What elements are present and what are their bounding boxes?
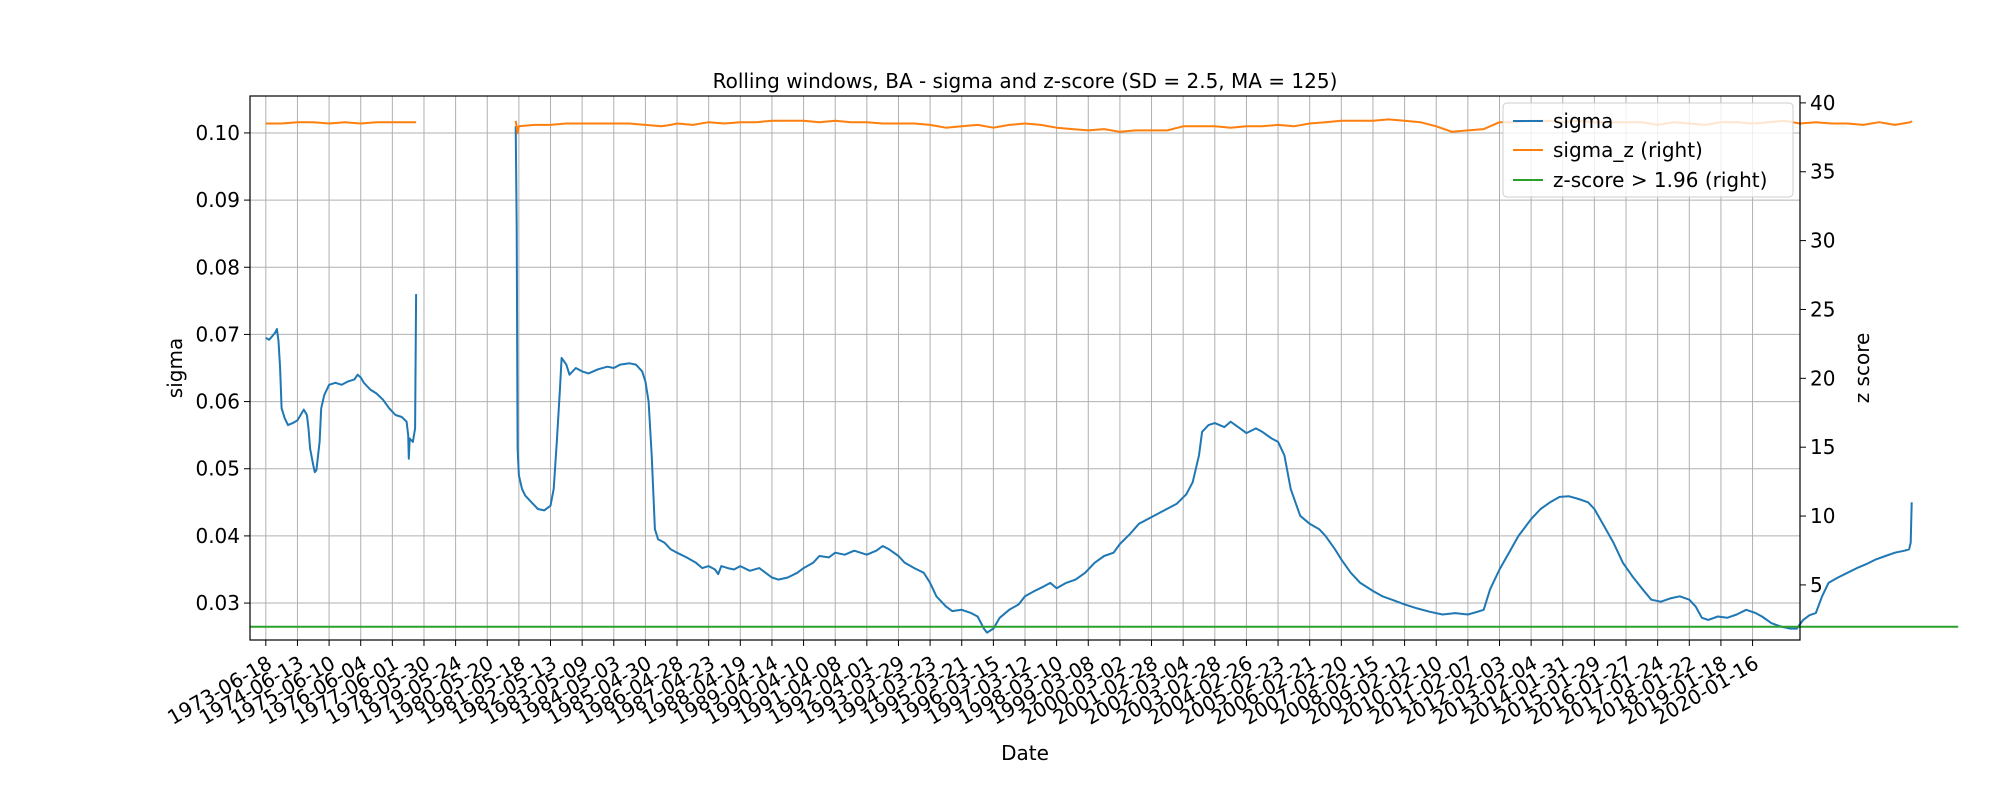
y-right-tick-label: 10: [1810, 504, 1835, 528]
series-line-sigma-z-right: [265, 121, 417, 125]
series-line-sigma: [514, 126, 1913, 634]
y-tick-label: 0.04: [195, 524, 240, 548]
legend-label-sigma-z: sigma_z (right): [1553, 138, 1703, 162]
y-right-tick-label: 25: [1810, 297, 1835, 321]
legend-label-z-score: z-score > 1.96 (right): [1553, 168, 1767, 192]
y-tick-label: 0.10: [195, 121, 240, 145]
legend-label-sigma: sigma: [1553, 109, 1613, 133]
x-axis: 1973-06-181974-06-131975-06-101976-06-04…: [163, 640, 1763, 730]
y-tick-label: 0.07: [195, 322, 240, 346]
legend-box: [1502, 102, 1794, 198]
y-axis-right: 5 10 15 20 25 30 35 40: [1800, 91, 1835, 597]
y-tick-label: 0.06: [195, 390, 240, 414]
y-tick-label: 0.05: [195, 457, 240, 481]
y-right-tick-label: 5: [1810, 573, 1823, 597]
y-right-tick-label: 40: [1810, 91, 1835, 115]
y-right-tick-label: 20: [1810, 366, 1835, 390]
grid: [250, 96, 1800, 640]
y-right-tick-label: 35: [1810, 160, 1835, 184]
chart-title: Rolling windows, BA - sigma and z-score …: [713, 69, 1338, 93]
series-line-sigma: [265, 294, 418, 474]
legend: sigma sigma_z (right) z-score > 1.96 (ri…: [1502, 102, 1794, 198]
y-right-tick-label: 15: [1810, 435, 1835, 459]
y-tick-label: 0.08: [195, 255, 240, 279]
y-tick-label: 0.03: [195, 591, 240, 615]
x-axis-title: Date: [1001, 741, 1049, 765]
y-axis-right-title: z score: [1850, 333, 1874, 404]
y-axis-left: 0.03 0.04 0.05 0.06 0.07 0.08 0.09 0.10: [195, 121, 250, 615]
y-axis-left-title: sigma: [163, 338, 187, 398]
y-tick-label: 0.09: [195, 188, 240, 212]
y-right-tick-label: 30: [1810, 229, 1835, 253]
